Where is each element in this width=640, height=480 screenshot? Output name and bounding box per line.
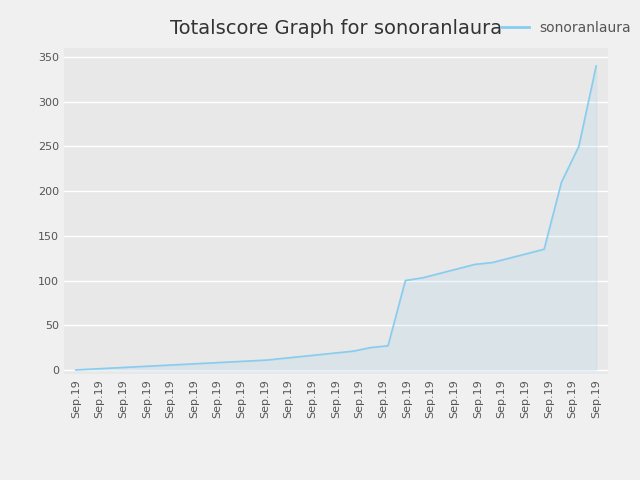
sonoranlaura: [107, 365, 115, 371]
sonoranlaura: [332, 350, 340, 356]
sonoranlaura: [298, 354, 305, 360]
sonoranlaura: [367, 345, 374, 350]
sonoranlaura: [124, 364, 132, 370]
sonoranlaura: [349, 348, 357, 354]
sonoranlaura: [471, 262, 479, 267]
sonoranlaura: [540, 246, 548, 252]
sonoranlaura: [141, 363, 149, 369]
Title: Totalscore Graph for sonoranlaura: Totalscore Graph for sonoranlaura: [170, 19, 502, 38]
sonoranlaura: [401, 277, 409, 283]
sonoranlaura: [159, 362, 166, 368]
Line: sonoranlaura: sonoranlaura: [76, 66, 596, 370]
sonoranlaura: [245, 358, 253, 364]
sonoranlaura: [436, 270, 444, 276]
Legend: sonoranlaura: sonoranlaura: [495, 16, 637, 41]
sonoranlaura: [211, 360, 218, 366]
sonoranlaura: [557, 179, 565, 185]
sonoranlaura: [506, 255, 513, 261]
sonoranlaura: [228, 359, 236, 365]
sonoranlaura: [419, 275, 427, 281]
sonoranlaura: [280, 355, 288, 361]
sonoranlaura: [593, 63, 600, 69]
sonoranlaura: [90, 366, 97, 372]
sonoranlaura: [315, 352, 323, 358]
sonoranlaura: [263, 357, 271, 363]
sonoranlaura: [72, 367, 79, 373]
sonoranlaura: [193, 361, 201, 367]
sonoranlaura: [488, 260, 496, 265]
sonoranlaura: [454, 266, 461, 272]
sonoranlaura: [523, 251, 531, 256]
sonoranlaura: [384, 343, 392, 348]
sonoranlaura: [176, 362, 184, 368]
sonoranlaura: [575, 144, 582, 149]
